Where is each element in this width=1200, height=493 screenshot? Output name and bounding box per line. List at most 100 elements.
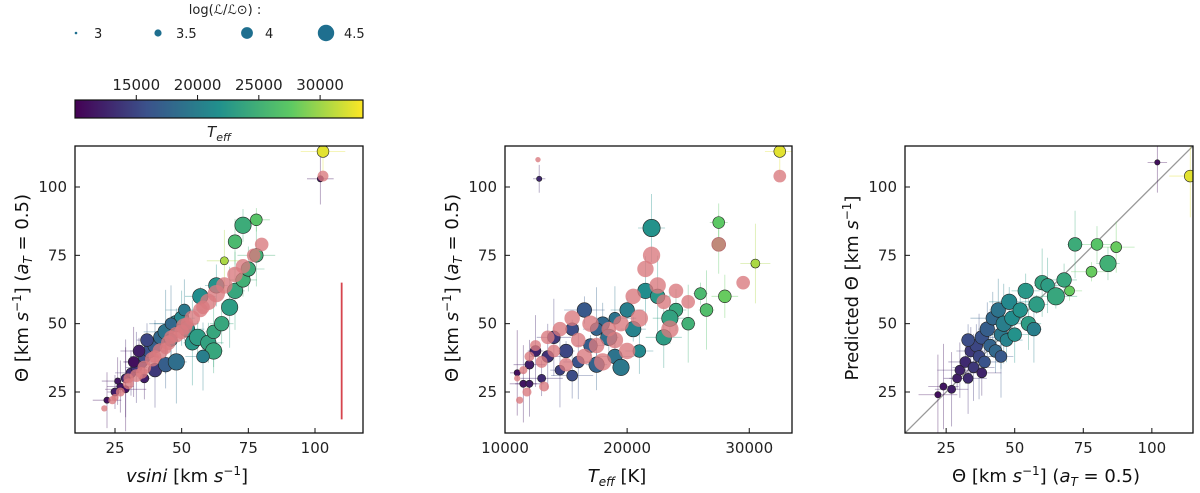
model-point-28	[159, 342, 172, 355]
model-point-19	[618, 342, 636, 360]
colorbar-tick-label-1: 20000	[174, 76, 222, 94]
model-point-0	[101, 405, 108, 412]
model-point-15	[216, 277, 233, 294]
model-point-1	[519, 366, 528, 375]
data-point-38	[566, 369, 578, 382]
y-tick-label: 25	[478, 383, 497, 401]
model-point-9	[559, 357, 573, 372]
x-tick-label: 25	[105, 439, 124, 457]
plot-area	[509, 146, 792, 423]
data-point-18	[612, 358, 630, 376]
model-point-25	[656, 294, 672, 310]
data-point-29	[219, 256, 229, 266]
model-point-20	[317, 170, 329, 182]
x-tick-label: 30000	[725, 439, 773, 457]
axes-frame	[74, 145, 364, 434]
model-point-27	[668, 283, 684, 299]
data-point-31	[718, 289, 732, 303]
model-point-24	[649, 277, 666, 294]
data-point-44	[167, 353, 185, 371]
model-point-5	[535, 356, 548, 368]
model-point-25	[123, 373, 134, 384]
x-tick-label: 100	[1138, 439, 1167, 457]
legend-label-0: 3	[94, 27, 102, 42]
data-point-25	[1017, 282, 1034, 299]
data-point-23	[642, 219, 661, 237]
x-tick-label: 10000	[481, 439, 529, 457]
data-point-31	[1056, 272, 1072, 288]
data-point-12	[978, 355, 991, 369]
data-point-17	[990, 302, 1006, 318]
model-point-22	[148, 350, 162, 363]
x-tick-label: 50	[172, 439, 191, 457]
y-tick-label: 100	[468, 178, 497, 196]
model-point-8	[552, 321, 568, 337]
data-point-32	[750, 258, 761, 269]
model-point-23	[642, 246, 661, 264]
legend-label-3: 4.5	[344, 27, 365, 42]
x-tick-label: 25	[937, 439, 956, 457]
plot-area	[92, 146, 346, 432]
model-point-17	[235, 258, 251, 274]
y-tick-label: 75	[878, 246, 897, 264]
model-point-0	[514, 375, 521, 382]
colorbar: 15000 20000 25000 30000 Teff	[74, 76, 364, 144]
panel-teff: 10000 20000 30000 25 50 75 100	[468, 145, 793, 457]
legend-title: log(ℒ/ℒ⊙) :	[189, 3, 261, 18]
data-point-0	[934, 391, 942, 399]
colorbar-tick-label-0: 15000	[112, 76, 160, 94]
data-point-21	[221, 298, 239, 316]
y-axis-label-panel3: Predicted Θ [km s−1]	[840, 196, 863, 381]
data-point-27	[250, 213, 263, 227]
x-axis-label-panel1: vsini [km s−1]	[126, 464, 248, 487]
model-point-28	[681, 294, 696, 309]
data-point-35	[1090, 238, 1104, 251]
data-point-27	[681, 317, 695, 331]
x-tick-label: 75	[239, 439, 258, 457]
model-point-30	[736, 275, 750, 290]
data-point-41	[976, 367, 988, 379]
data-point-30	[316, 146, 330, 158]
data-point-19	[619, 302, 635, 318]
data-point-24	[1012, 302, 1028, 318]
model-point-12	[576, 348, 593, 365]
data-point-33	[1067, 237, 1083, 252]
data-point-33	[773, 146, 786, 158]
model-point-21	[135, 366, 148, 379]
model-point-33	[522, 387, 532, 397]
data-point-1	[939, 382, 948, 391]
data-point-20	[214, 316, 230, 332]
colorbar-tick-label-3: 30000	[296, 76, 344, 94]
y-tick-label: 50	[478, 315, 497, 333]
legend-label-2: 4	[265, 27, 273, 42]
model-point-29	[711, 237, 727, 252]
data-point-8	[967, 361, 980, 374]
data-point-39	[1184, 169, 1193, 183]
model-point-19	[254, 237, 269, 252]
model-point-14	[588, 337, 605, 354]
x-tick-label: 20000	[603, 439, 651, 457]
y-tick-label: 100	[38, 178, 67, 196]
y-axis-label-panel1: Θ [km s−1] (aT = 0.5)	[10, 194, 35, 382]
legend-marker-1	[154, 29, 162, 37]
data-point-32	[1064, 285, 1075, 297]
data-point-30	[1046, 287, 1065, 306]
data-point-46	[114, 377, 122, 385]
axes-frame	[904, 145, 1194, 434]
colorbar-gradient	[74, 99, 364, 119]
legend-marker-3	[317, 24, 335, 42]
data-point-36	[127, 356, 140, 368]
plot-area	[905, 146, 1193, 433]
y-axis-label-panel2: Θ [km s−1] (aT = 0.5)	[440, 194, 465, 382]
model-point-11	[570, 332, 586, 348]
model-point-6	[540, 330, 555, 345]
model-point-4	[535, 156, 541, 163]
data-point-38	[1154, 159, 1161, 166]
model-point-13	[582, 315, 599, 332]
colorbar-tick-label-2: 25000	[235, 76, 283, 94]
model-point-2	[524, 351, 535, 362]
model-point-31	[773, 169, 787, 183]
data-point-28	[227, 234, 243, 249]
y-tick-label: 100	[868, 178, 897, 196]
